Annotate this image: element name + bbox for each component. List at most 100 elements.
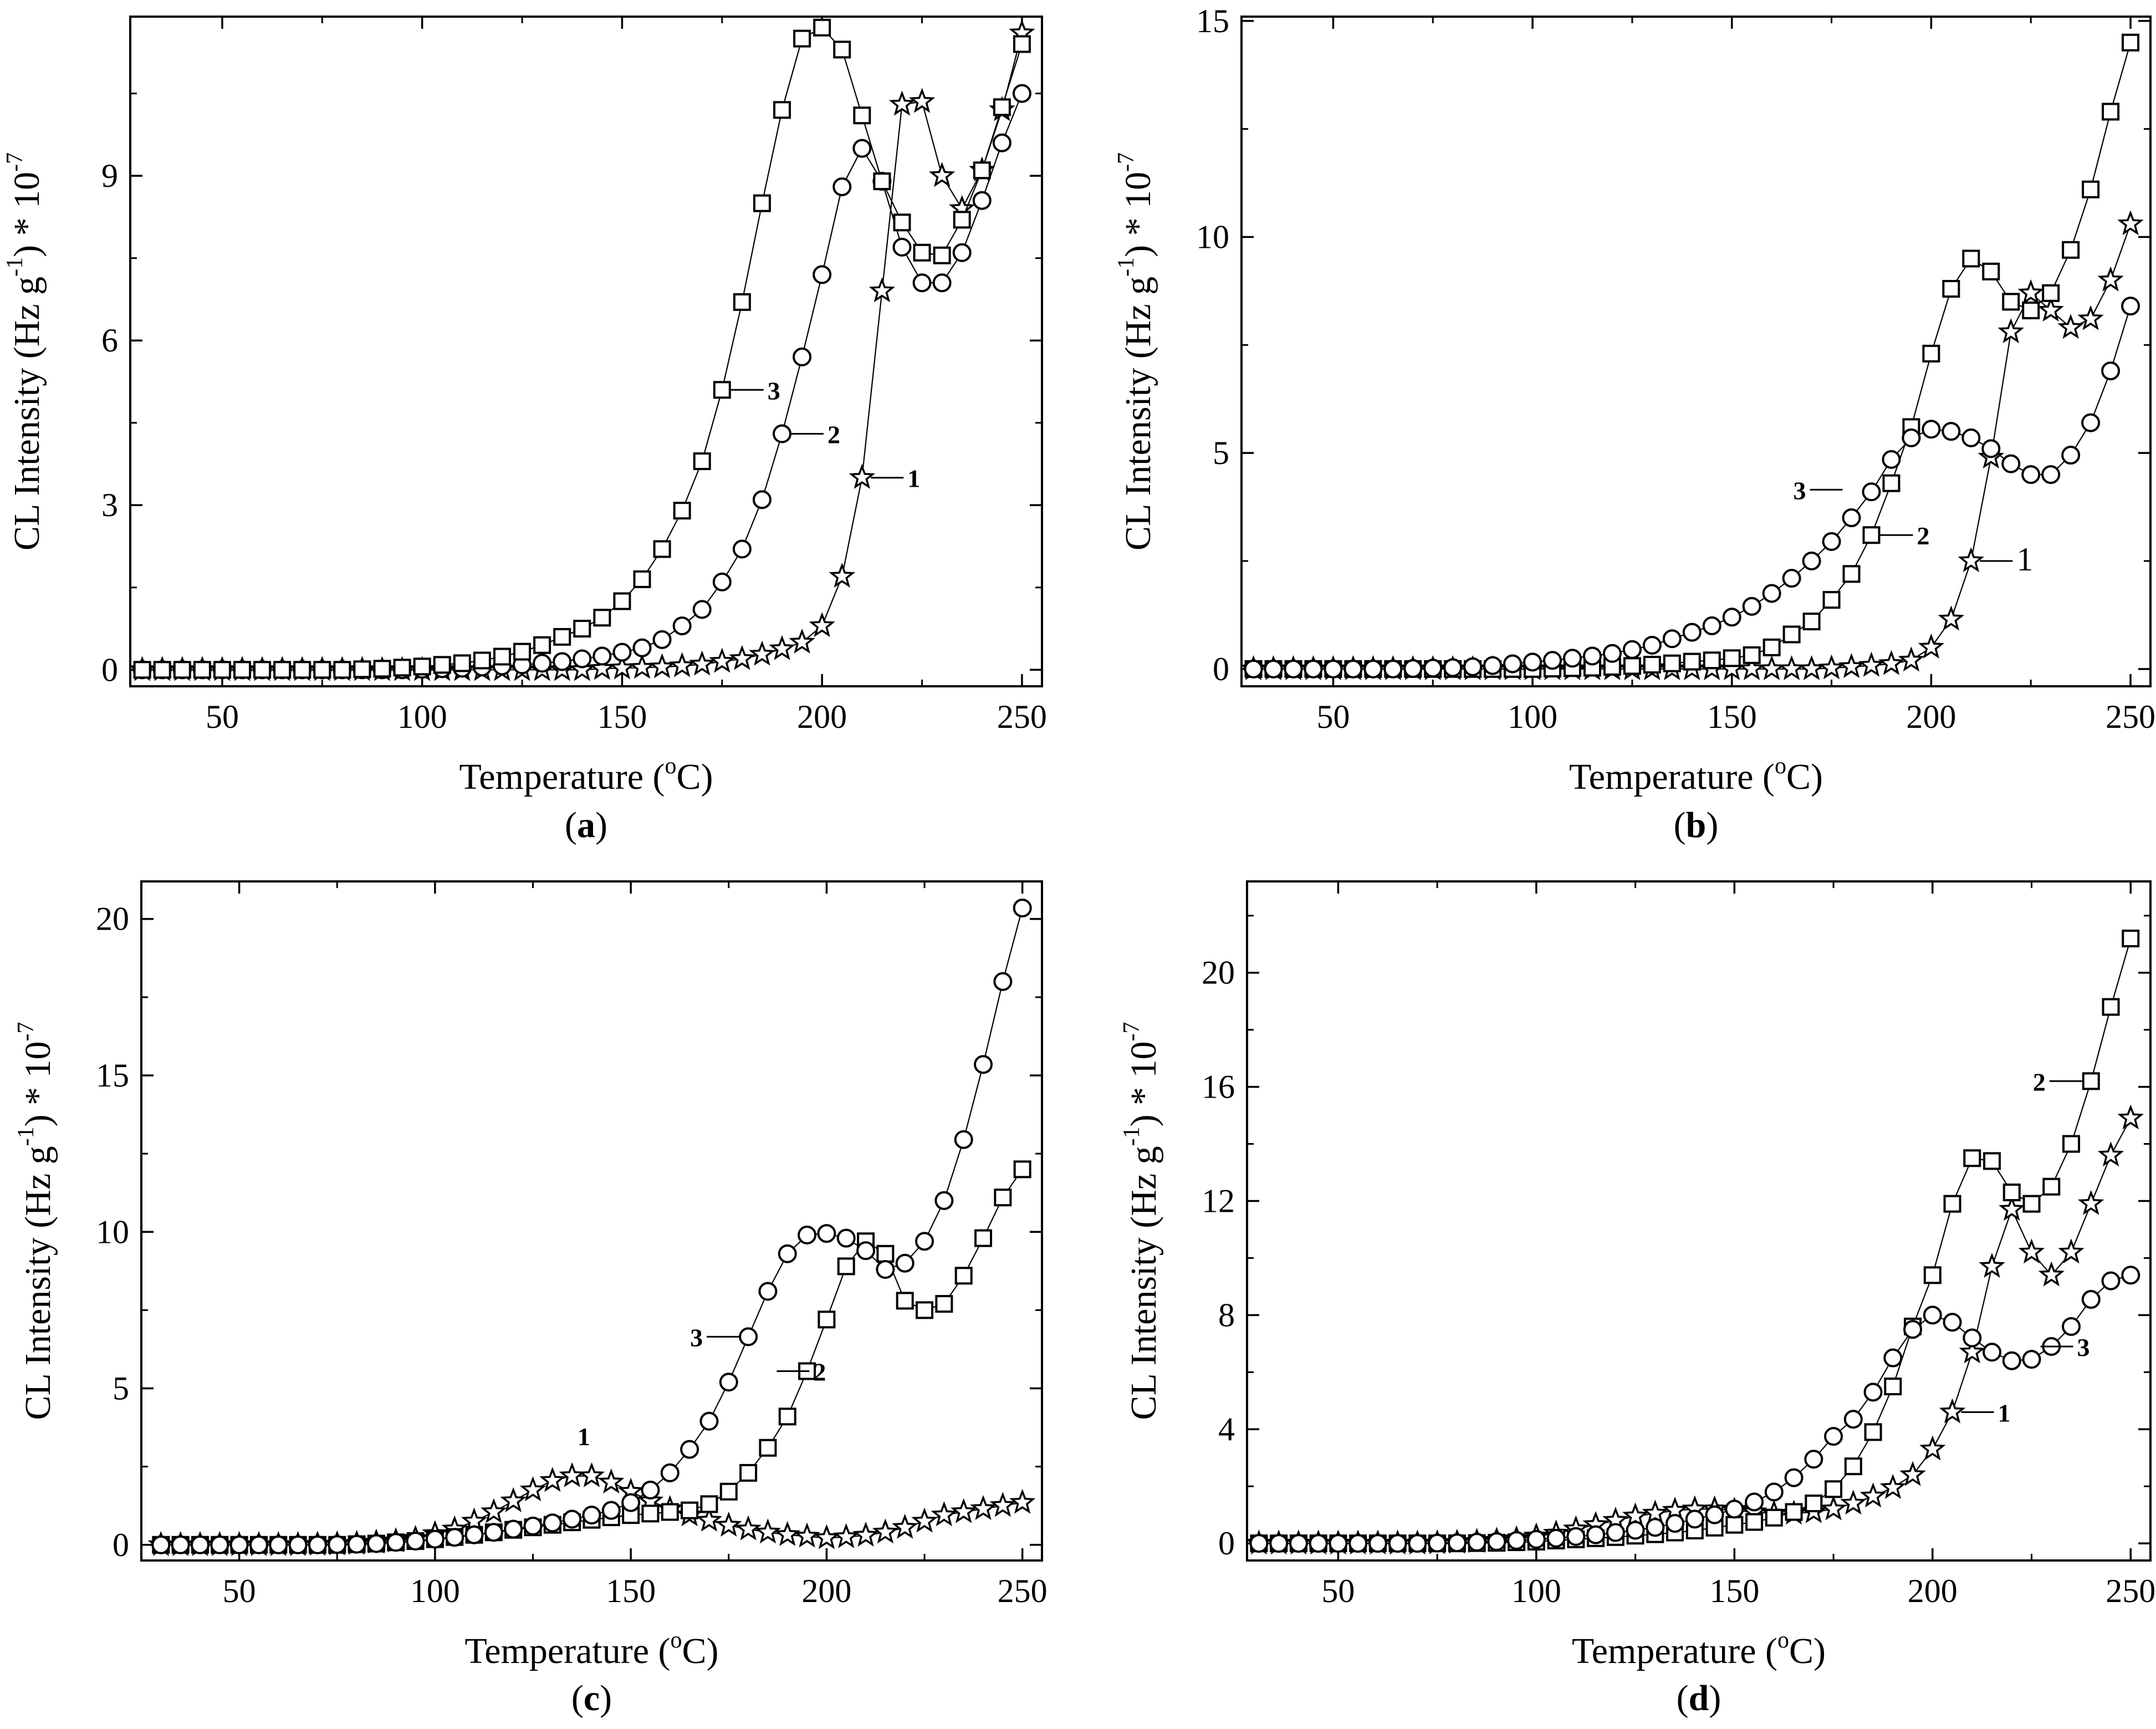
y-tick-label: 16 (1202, 1069, 1235, 1105)
data-point (1922, 344, 1940, 363)
data-point (1503, 654, 1523, 674)
y-tick-label: 5 (113, 1370, 129, 1407)
data-point (1343, 659, 1363, 679)
data-point (453, 654, 471, 672)
data-point (513, 642, 532, 661)
data-point (713, 381, 731, 399)
data-point (2082, 1072, 2100, 1090)
data-point (974, 1229, 993, 1247)
data-point (1483, 656, 1503, 675)
data-point (1938, 605, 1965, 631)
data-point (1798, 655, 1825, 680)
x-tick-label: 200 (797, 698, 847, 735)
data-point (2122, 33, 2140, 52)
data-point (789, 628, 815, 654)
data-point (1824, 1427, 1843, 1446)
data-point (1289, 1534, 1308, 1553)
data-point (1428, 1533, 1447, 1553)
data-point (1725, 1516, 1744, 1534)
data-point (739, 1327, 758, 1347)
data-point (849, 463, 876, 489)
series-line (1253, 305, 2132, 670)
data-point (1818, 654, 1845, 680)
y-tick-label: 8 (1218, 1297, 1235, 1333)
data-point (543, 1513, 562, 1533)
data-point (1013, 35, 1031, 53)
panel-b: 50 100 150 200 250 0 5 10 15 Temperature (oC) CL I… (1113, 3, 2155, 845)
data-point (915, 1232, 934, 1251)
series-2: 2 (1250, 929, 2140, 1553)
x-tick-label: 200 (1906, 698, 1956, 735)
data-point (533, 636, 551, 654)
data-point (598, 1468, 625, 1494)
data-point (833, 1523, 860, 1548)
data-point (445, 1528, 464, 1547)
data-point (1983, 1343, 2002, 1362)
series-label: 2 (827, 421, 840, 449)
data-point (308, 1535, 327, 1554)
data-point (952, 243, 972, 262)
data-point (593, 609, 611, 627)
data-point (153, 661, 171, 679)
data-point (778, 1244, 797, 1263)
data-point (1646, 1518, 1665, 1537)
data-point (1939, 1398, 1966, 1424)
data-point (773, 424, 792, 443)
data-point (353, 660, 371, 679)
y-tick-label: 4 (1218, 1411, 1235, 1447)
data-point (347, 1534, 366, 1554)
data-point (313, 661, 331, 679)
x-tick-label: 100 (1511, 1573, 1561, 1609)
data-point (753, 194, 771, 212)
data-point (1269, 1534, 1289, 1553)
data-point (672, 616, 692, 636)
x-tick-label: 50 (1321, 1573, 1355, 1609)
data-point (992, 133, 1011, 152)
data-point (553, 628, 571, 646)
data-point (2021, 465, 2041, 484)
x-axis-label: Temperature (oC) (459, 753, 713, 797)
data-point (609, 654, 636, 680)
data-point (2121, 1266, 2140, 1285)
series-1: 1 (1240, 210, 2144, 681)
data-point (578, 1462, 605, 1487)
data-point (1606, 1523, 1625, 1542)
data-point (2062, 241, 2080, 259)
series-label: 3 (1794, 476, 1806, 504)
data-point (719, 1482, 738, 1501)
data-point (749, 640, 775, 666)
x-tick-label: 50 (223, 1573, 256, 1609)
y-tick-label: 9 (101, 157, 118, 194)
series-2: 2 (1244, 33, 2140, 678)
data-point (1742, 596, 1761, 616)
data-point (934, 1191, 954, 1210)
data-point (911, 1507, 938, 1533)
data-point (648, 653, 676, 679)
data-point (933, 246, 951, 264)
data-point (1665, 1514, 1685, 1533)
data-point (732, 539, 752, 559)
panel-label: (d) (1677, 1678, 1721, 1718)
data-point (1423, 659, 1443, 678)
data-point (1487, 1532, 1506, 1552)
data-point (589, 655, 616, 680)
data-point (895, 1253, 914, 1273)
data-point (1703, 651, 1721, 670)
data-point (641, 1480, 660, 1500)
series-3: 3 (151, 898, 1032, 1554)
data-point (1784, 1468, 1804, 1487)
data-point (2097, 1141, 2124, 1167)
data-point (2038, 1261, 2065, 1287)
data-point (333, 661, 351, 679)
data-point (563, 1509, 582, 1529)
y-tick-label: 6 (101, 322, 118, 359)
data-point (500, 1487, 527, 1512)
data-point (758, 1282, 778, 1301)
data-point (592, 646, 612, 666)
data-point (773, 101, 791, 119)
y-tick-label: 0 (113, 1527, 129, 1563)
series-3: 3 (1244, 297, 2140, 679)
data-point (1862, 482, 1881, 502)
data-point (892, 237, 912, 257)
data-point (1858, 651, 1885, 677)
